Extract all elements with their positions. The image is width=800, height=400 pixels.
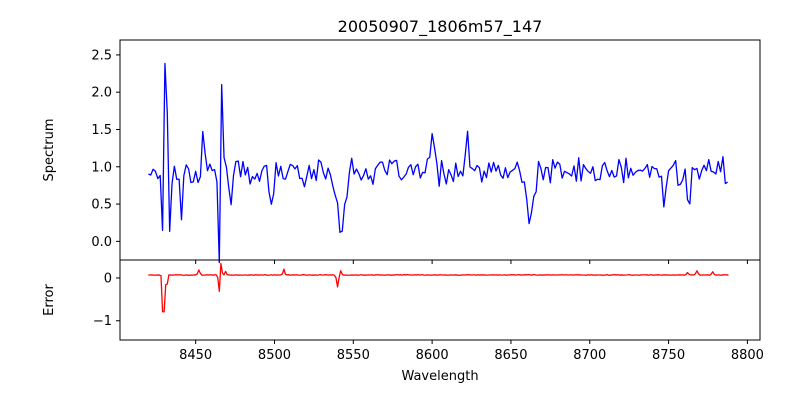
xtick-label: 8500: [258, 348, 291, 363]
ytick-label: 1.0: [91, 160, 112, 175]
spectrum-line: [148, 62, 729, 264]
spectrum-ylabel: Spectrum: [42, 119, 57, 182]
error-axes-frame: [119, 259, 761, 341]
error-series-group: [148, 262, 729, 313]
spectrum-panel: 0.0 0.5 1.0 1.5 2.0 2.5 Spectrum: [42, 39, 761, 264]
xtick-label: 8600: [416, 348, 449, 363]
spectrum-yticks: 0.0 0.5 1.0 1.5 2.0 2.5: [91, 48, 120, 250]
ytick-label: −1: [93, 314, 112, 329]
ytick-label: 0.5: [91, 198, 112, 213]
error-line: [148, 262, 729, 313]
xtick-label: 8450: [179, 348, 212, 363]
ytick-label: 0: [104, 271, 112, 286]
xtick-label: 8650: [494, 348, 527, 363]
spectrum-xticks: [195, 260, 748, 264]
xtick-label: 8700: [573, 348, 606, 363]
ytick-label: 2.0: [91, 86, 112, 101]
chart-title: 20050907_1806m57_147: [338, 17, 543, 37]
xtick-label: 8800: [731, 348, 764, 363]
ytick-label: 2.5: [91, 48, 112, 63]
error-xticks: 8450 8500 8550 8600 8650 8700 8750 8800: [179, 340, 764, 363]
ytick-label: 1.5: [91, 123, 112, 138]
error-xlabel: Wavelength: [401, 369, 478, 384]
spectrum-series-group: [148, 62, 729, 264]
xtick-label: 8550: [337, 348, 370, 363]
error-ylabel: Error: [42, 284, 57, 316]
error-panel: 0 −1 8450 8500 8550 8600 8650 8700 8750 8800 Err…: [42, 259, 764, 384]
ytick-label: 0.0: [91, 235, 112, 250]
xtick-label: 8750: [652, 348, 685, 363]
error-yticks: 0 −1: [93, 271, 120, 329]
